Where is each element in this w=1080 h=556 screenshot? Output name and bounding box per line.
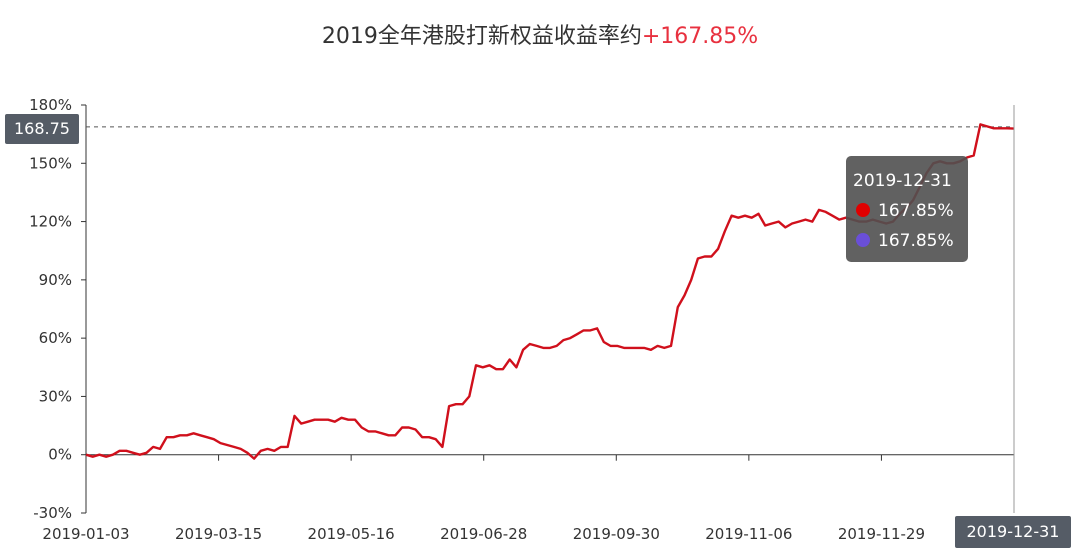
tooltip-value: 167.85% [878,201,954,221]
y-tick-label: 180% [29,96,72,114]
y-tick-label: 120% [29,213,72,231]
x-tick-label: 2019-06-28 [440,525,527,543]
x-tick-label: 2019-11-29 [838,525,925,543]
tooltip-row: 167.85% [853,196,968,226]
series-dot-icon [856,203,870,217]
tooltip-row: 167.85% [853,226,968,256]
x-tick-label: 2019-03-15 [175,525,262,543]
y-tick-label: -30% [33,504,72,522]
tooltip-date: 2019-12-31 [853,171,952,191]
tooltip: 2019-12-31 167.85% 167.85% [846,156,968,262]
y-tick-label: 0% [48,446,72,464]
title-text: 2019全年港股打新权益收益率约 [321,24,642,49]
x-axis-pointer-label: 2019-12-31 [955,516,1071,548]
chart-title: 2019全年港股打新权益收益率约+167.85% [0,18,1080,50]
x-tick-label: 2019-09-30 [573,525,660,543]
axes [81,104,1015,514]
tooltip-value: 167.85% [878,231,954,251]
x-axis-labels: 2019-01-03 2019-03-15 2019-05-16 2019-06-28… [42,525,925,543]
y-axis-pointer-label: 168.75 [5,114,79,144]
x-tick-label: 2019-05-16 [308,525,395,543]
y-tick-label: 30% [39,387,72,405]
y-tick-label: 150% [29,154,72,172]
series-dot-icon [856,233,870,247]
y-tick-label: 90% [39,271,72,289]
title-highlight: +167.85% [641,24,759,49]
x-tick-label: 2019-01-03 [42,525,129,543]
y-tick-label: 60% [39,329,72,347]
x-tick-label: 2019-11-06 [705,525,792,543]
y-axis-labels: -30% 0% 30% 60% 90% 120% 150% 180% [29,96,72,522]
